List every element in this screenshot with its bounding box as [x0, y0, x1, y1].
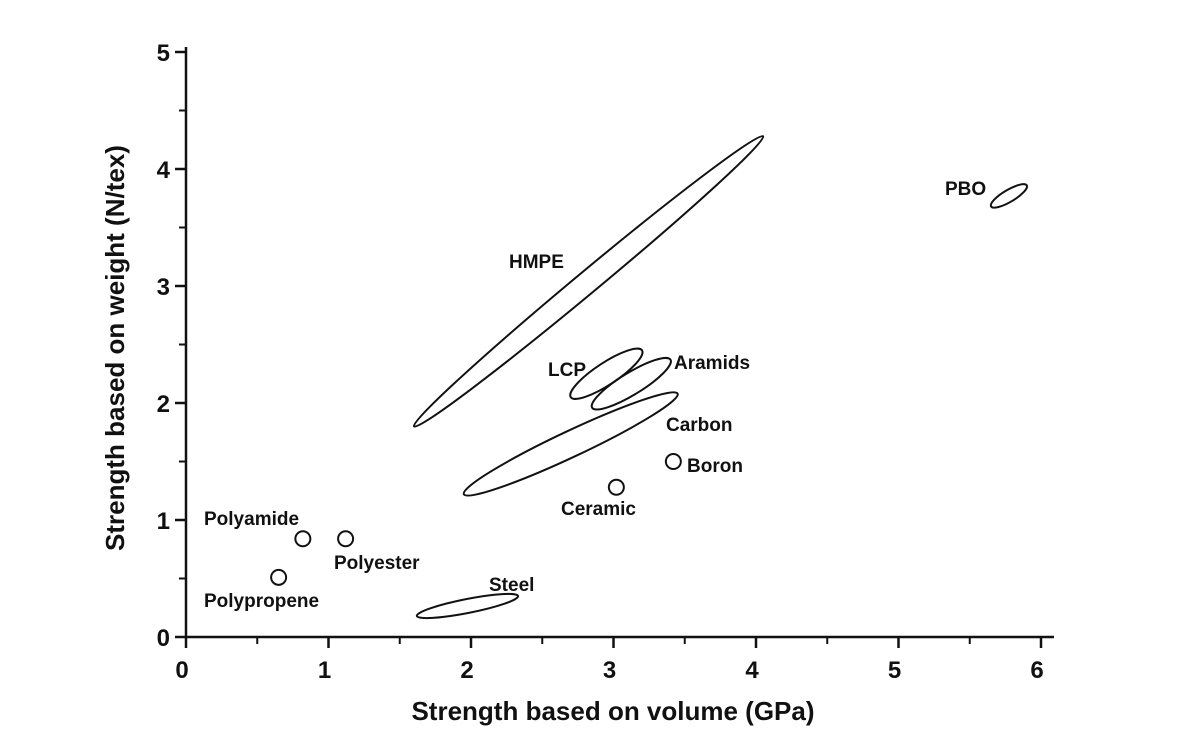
y-tick-label: 3: [157, 274, 170, 301]
boron-label: Boron: [687, 456, 743, 477]
polyester-point: [337, 530, 355, 548]
polyamide-point: [294, 530, 312, 548]
y-tick-label: 0: [157, 625, 170, 652]
hmpe-region: [412, 134, 765, 428]
y-tick-label: 4: [157, 157, 171, 184]
pbo-label: PBO: [945, 179, 986, 200]
x-tick-label: 0: [175, 657, 188, 684]
steel-label: Steel: [489, 575, 534, 596]
y-tick-label: 2: [157, 391, 170, 418]
y-axis-label: Strength based on weight (N/tex): [100, 145, 130, 551]
material-labels: HMPE PBO LCP Aramids Carbon Steel Boron Ceramic…: [204, 179, 986, 612]
x-tick-label: 6: [1030, 657, 1043, 684]
x-axis-label: Strength based on volume (GPa): [411, 696, 814, 726]
boron-point: [664, 453, 682, 470]
x-tick-label: 3: [603, 657, 616, 684]
y-tick-label: 1: [157, 508, 170, 535]
hmpe-label: HMPE: [509, 252, 564, 273]
x-tick-label: 1: [318, 657, 331, 684]
carbon-region: [462, 391, 679, 497]
aramids-label: Aramids: [674, 353, 750, 374]
axes: [184, 47, 1054, 639]
ceramic-label: Ceramic: [561, 499, 636, 520]
lcp-label: LCP: [548, 360, 586, 381]
polyester-label: Polyester: [334, 553, 420, 574]
x-tick-label: 5: [888, 657, 901, 684]
x-tick-label: 2: [460, 657, 473, 684]
aramids-region: [590, 356, 672, 411]
ceramic-point: [607, 478, 625, 496]
x-tick-label: 4: [745, 657, 759, 684]
polyamide-label: Polyamide: [204, 509, 299, 530]
pbo-region: [989, 183, 1029, 209]
steel-region: [415, 592, 520, 620]
carbon-label: Carbon: [666, 415, 733, 436]
polypropene-label: Polypropene: [204, 591, 319, 612]
marks: [270, 134, 1029, 620]
polypropene-point: [270, 568, 288, 586]
ticks: 0 1 2 3 4 5 6 0 1 2 3 4 5: [157, 40, 1044, 684]
y-tick-label: 5: [157, 40, 170, 67]
